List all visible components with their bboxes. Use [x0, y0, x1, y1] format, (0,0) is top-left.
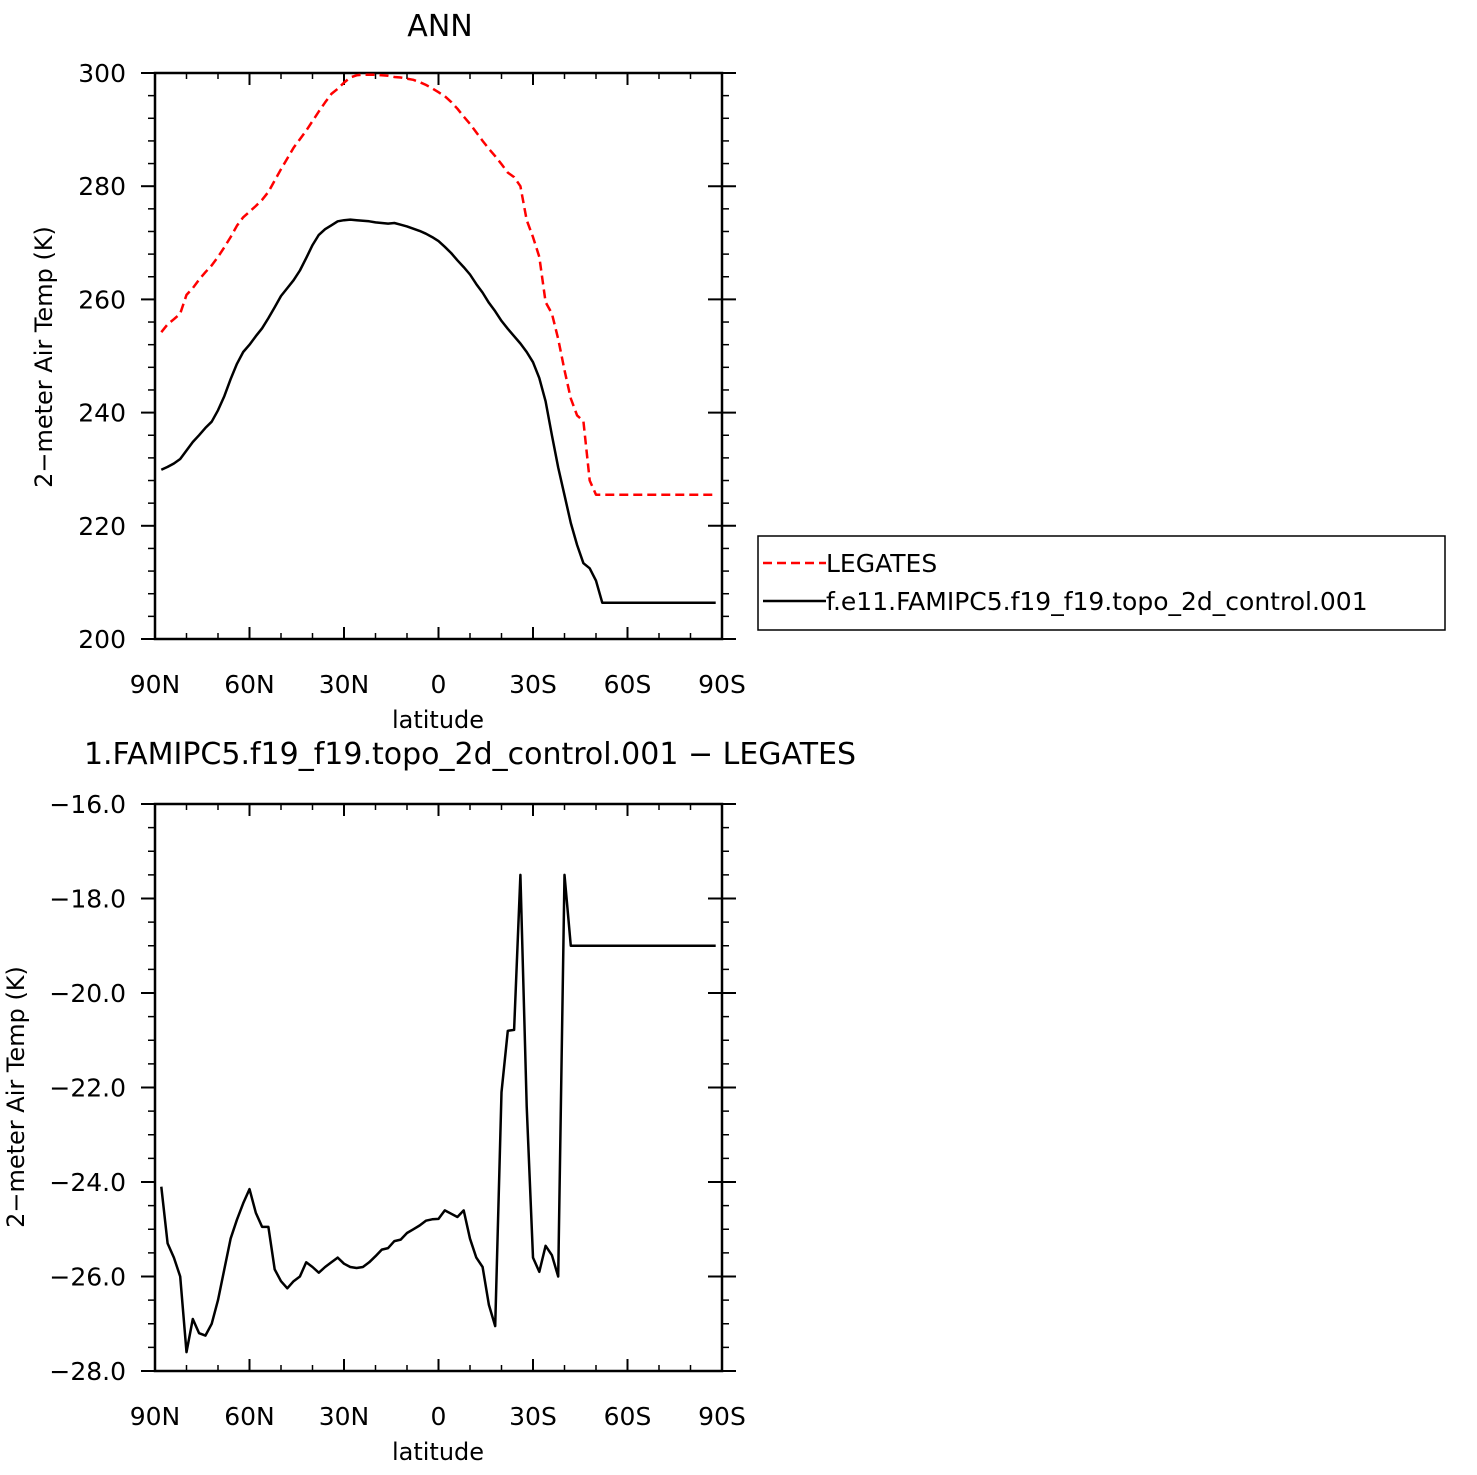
bottom-x-tick-label: 0	[431, 1402, 447, 1431]
top-y-tick-label: 300	[78, 59, 126, 88]
legend: LEGATES f.e11.FAMIPC5.f19_f19.topo_2d_co…	[757, 535, 1446, 631]
top-y-tick-label: 280	[78, 172, 126, 201]
legend-label-legates: LEGATES	[826, 549, 937, 578]
bottom-y-tick-label: −18.0	[49, 885, 126, 914]
top-series-line-2	[160, 218, 716, 605]
bottom-x-tick-label: 90N	[130, 1402, 181, 1431]
top-x-tick-label: 60N	[224, 670, 275, 699]
top-x-tick-label: 30N	[319, 670, 370, 699]
top-x-tick-label: 0	[431, 670, 447, 699]
bottom-y-tick-label: −26.0	[49, 1263, 126, 1292]
bottom-y-tick-label: −22.0	[49, 1074, 126, 1103]
top-x-axis-title: latitude	[392, 706, 484, 734]
bottom-series-line-1	[160, 873, 716, 1354]
top-x-tick-label: 90S	[698, 670, 746, 699]
bottom-x-axis-title: latitude	[392, 1438, 484, 1466]
bottom-y-tick-label: −24.0	[49, 1168, 126, 1197]
bottom-x-tick-label: 30S	[509, 1402, 557, 1431]
bottom-ticks: 90N 60N 30N 0 30S 60S 90S −28.0 −26.0 −24.0 −22.0 −…	[49, 790, 745, 1431]
top-y-tick-label: 240	[78, 399, 126, 428]
top-x-tick-label: 30S	[509, 670, 557, 699]
bottom-y-axis-title: 2−meter Air Temp (K)	[2, 966, 30, 1228]
legend-label-model: f.e11.FAMIPC5.f19_f19.topo_2d_control.00…	[826, 587, 1368, 616]
top-series-line-1	[160, 73, 716, 496]
top-panel: ANN 90N 60N 30N 0 30S 60S 90S 200 220 240 260 280 30…	[30, 9, 746, 734]
bottom-x-tick-label: 30N	[319, 1402, 370, 1431]
bottom-plot-frame	[153, 802, 724, 1373]
top-y-tick-label: 220	[78, 512, 126, 541]
top-plot-title: ANN	[407, 9, 472, 44]
top-series-lines	[160, 73, 716, 605]
top-y-tick-label: 260	[78, 285, 126, 314]
bottom-x-tick-label: 60S	[604, 1402, 652, 1431]
bottom-y-tick-label: −16.0	[49, 790, 126, 819]
legend-box	[757, 535, 1446, 631]
top-ticks: 90N 60N 30N 0 30S 60S 90S 200 220 240 260 280 300	[78, 59, 746, 699]
top-x-tick-label: 90N	[130, 670, 181, 699]
bottom-x-tick-label: 60N	[224, 1402, 275, 1431]
bottom-y-tick-label: −20.0	[49, 979, 126, 1008]
top-x-tick-label: 60S	[604, 670, 652, 699]
bottom-x-tick-label: 90S	[698, 1402, 746, 1431]
top-y-tick-label: 200	[78, 625, 126, 654]
bottom-y-tick-label: −28.0	[49, 1357, 126, 1386]
bottom-plot-title: 1.FAMIPC5.f19_f19.topo_2d_control.001 − …	[84, 737, 856, 772]
top-y-axis-title: 2−meter Air Temp (K)	[30, 226, 58, 488]
bottom-panel: 1.FAMIPC5.f19_f19.topo_2d_control.001 − …	[2, 737, 856, 1466]
bottom-series-lines	[160, 873, 716, 1354]
